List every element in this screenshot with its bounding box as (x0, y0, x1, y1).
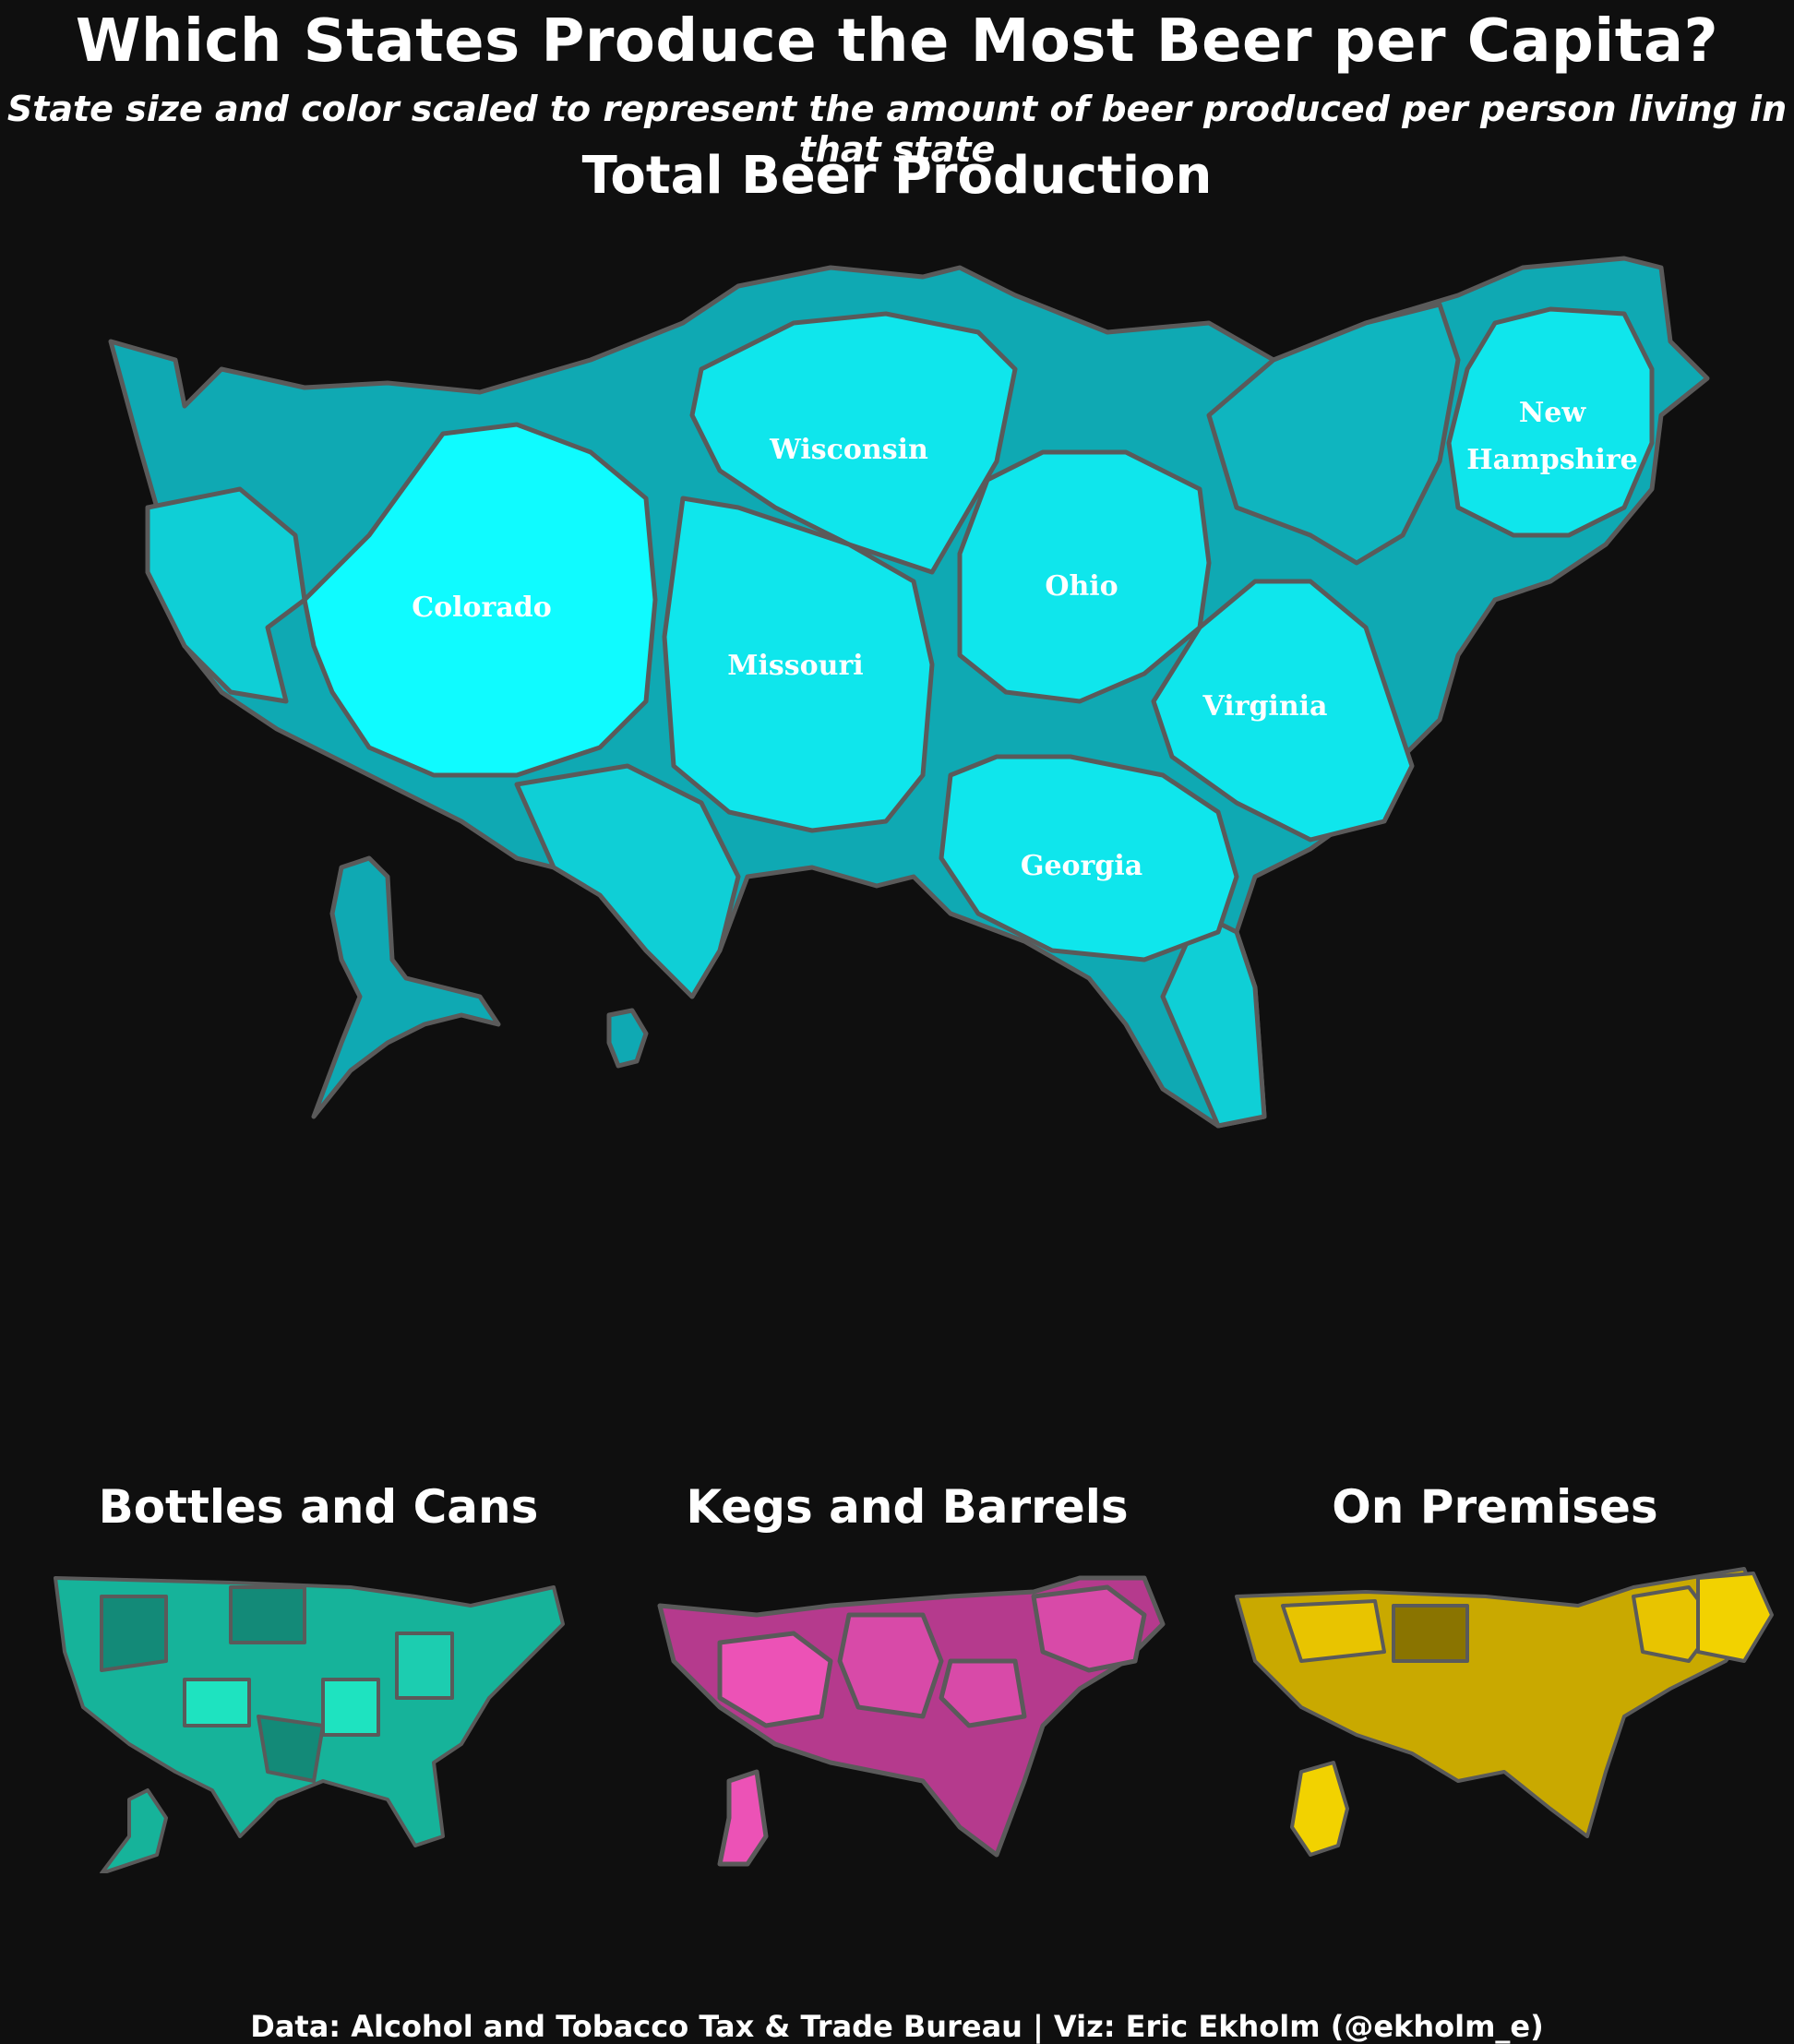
state-label-georgia: Georgia (1021, 850, 1142, 882)
state-label-new-hampshire-line2: Hampshire (1466, 444, 1638, 476)
state-colorado (302, 422, 658, 778)
state-new-hampshire (1446, 306, 1655, 538)
main-map-south-region (514, 763, 741, 999)
main-map-northeast-region (1206, 302, 1461, 566)
state-label-wisconsin: Wisconsin (769, 434, 928, 466)
main-map-west-region (145, 486, 307, 704)
state-label-virginia: Virginia (1202, 690, 1328, 723)
bottles-cans-map (54, 1576, 565, 1873)
main-map-florida (1160, 911, 1267, 1129)
panel-title-on-premises: On Premises (1332, 1480, 1658, 1534)
state-label-new-hampshire-line1: New (1519, 397, 1587, 429)
on-premises-map (1235, 1567, 1774, 1857)
state-wisconsin (689, 311, 1018, 575)
state-label-missouri: Missouri (727, 650, 863, 682)
state-virginia (1151, 579, 1415, 843)
panel-title-bottles-cans: Bottles and Cans (98, 1480, 539, 1534)
state-ohio (957, 449, 1212, 704)
main-map-alaska (311, 855, 501, 1119)
main-map-title: Total Beer Production (581, 146, 1213, 206)
page-title: Which States Produce the Most Beer per C… (75, 7, 1719, 76)
page-subtitle: State size and color scaled to represent… (6, 89, 1788, 170)
panel-title-kegs-barrels: Kegs and Barrels (686, 1480, 1129, 1534)
state-missouri (662, 496, 935, 833)
kegs-barrels-map (657, 1575, 1166, 1867)
state-label-colorado: Colorado (412, 592, 552, 624)
main-cartogram-map: Wisconsin New Hampshire Colorado Ohio Mi… (108, 256, 1710, 1129)
state-label-ohio: Ohio (1045, 570, 1118, 603)
footer-credit: Data: Alcohol and Tobacco Tax & Trade Bu… (250, 2009, 1544, 2044)
main-map-hawaii (606, 1008, 649, 1069)
state-georgia (939, 754, 1239, 962)
